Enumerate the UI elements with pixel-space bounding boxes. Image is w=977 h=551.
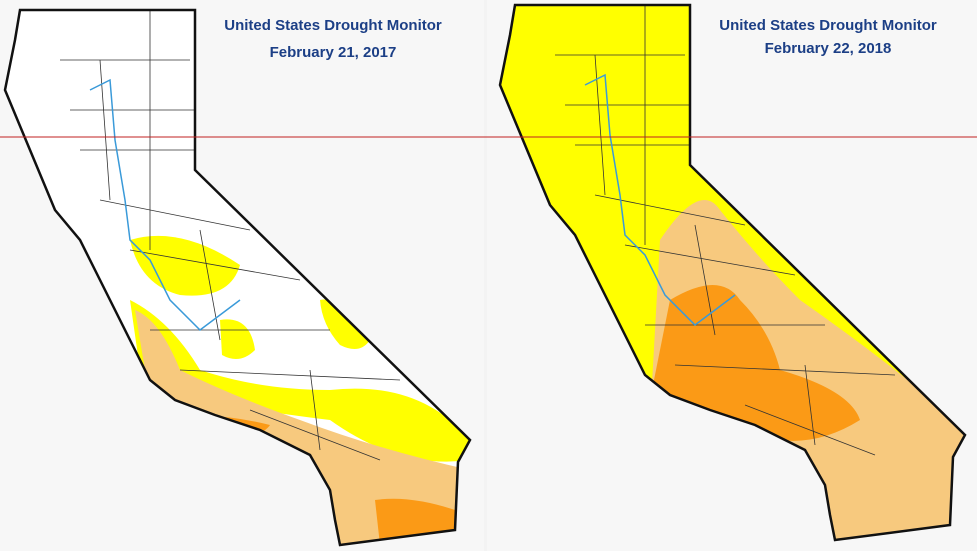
river	[89, 78, 241, 331]
river	[584, 73, 736, 326]
map-title: United States Drought Monitor	[224, 17, 442, 34]
map-date: February 21, 2017	[270, 44, 397, 61]
map-date: February 22, 2018	[765, 40, 892, 57]
map-title: United States Drought Monitor	[719, 17, 937, 34]
county-lines	[555, 5, 896, 456]
county-lines	[60, 10, 401, 461]
